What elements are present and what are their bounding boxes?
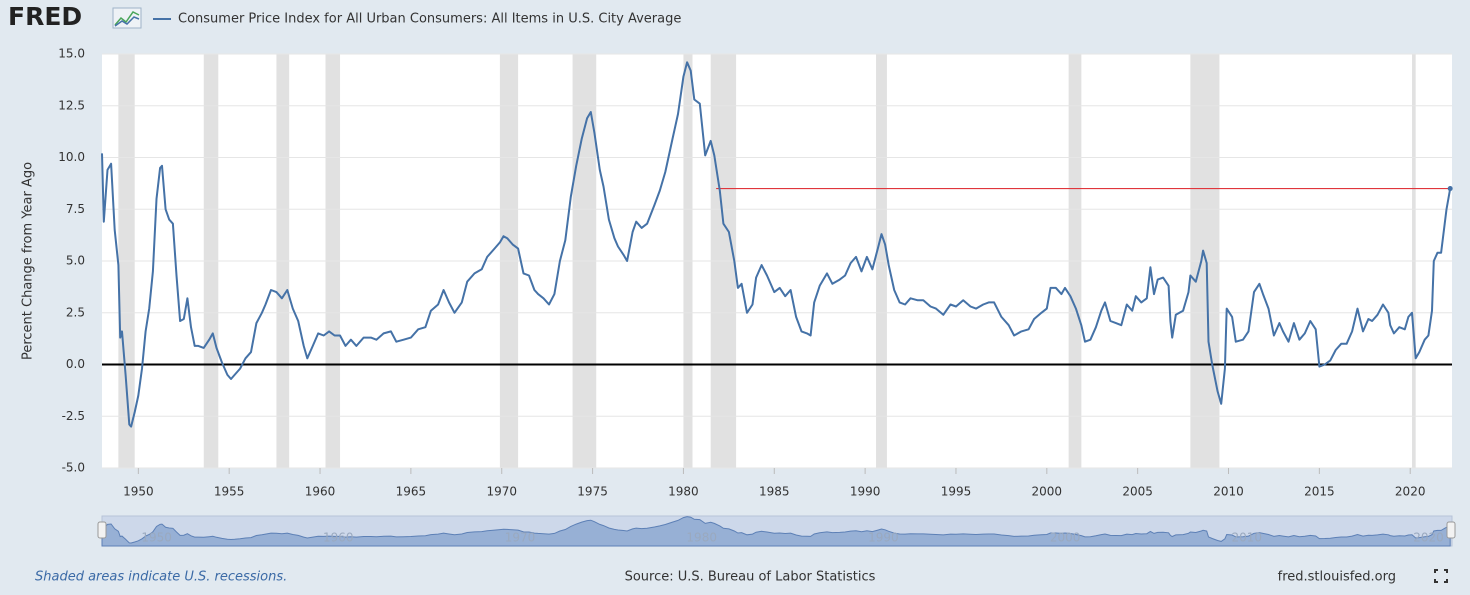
navigator-handle[interactable] (97, 521, 107, 539)
x-tick-label: 1975 (577, 485, 608, 499)
x-tick-label: 1990 (850, 485, 881, 499)
navigator-tick-label: 1950 (141, 531, 172, 545)
x-tick-label: 2010 (1213, 485, 1244, 499)
navigator-tick-label: 1980 (686, 531, 717, 545)
y-tick-label: 12.5 (58, 98, 85, 112)
last-point (1447, 186, 1453, 192)
x-tick-label: 2020 (1395, 485, 1426, 499)
y-tick-label: -2.5 (62, 409, 85, 423)
x-tick-label: 1950 (123, 485, 154, 499)
x-tick-label: 2015 (1304, 485, 1335, 499)
navigator-handle[interactable] (1446, 521, 1456, 539)
logo-icon (112, 7, 142, 29)
source: Source: U.S. Bureau of Labor Statistics (625, 570, 876, 585)
y-tick-label: 15.0 (58, 47, 85, 61)
logo: FRED (8, 2, 82, 31)
x-tick-label: 1980 (668, 485, 699, 499)
site-link[interactable]: fred.stlouisfed.org (1278, 570, 1396, 585)
x-tick-label: 1970 (486, 485, 517, 499)
navigator-tick-label: 2010 (1232, 531, 1263, 545)
y-tick-label: 5.0 (66, 254, 85, 268)
recession-note: Shaded areas indicate U.S. recessions. (35, 570, 287, 585)
navigator-tick-label: 2020 (1413, 531, 1444, 545)
navigator-area (101, 516, 1451, 547)
x-tick-label: 1965 (396, 485, 427, 499)
data-line (101, 61, 1452, 428)
navigator-tick-label: 2000 (1050, 531, 1081, 545)
y-tick-label: -5.0 (62, 461, 85, 475)
legend-label: Consumer Price Index for All Urban Consu… (178, 12, 681, 27)
navigator-tick-label: 1990 (868, 531, 899, 545)
y-tick-label: 10.0 (58, 150, 85, 164)
y-axis-label: Percent Change from Year Ago (21, 162, 36, 360)
x-tick-label: 1955 (214, 485, 245, 499)
y-tick-label: 2.5 (66, 305, 85, 319)
x-tick-label: 1960 (305, 485, 336, 499)
y-tick-label: 0.0 (66, 357, 85, 371)
navigator-tick-label: 1960 (323, 531, 354, 545)
x-tick-label: 2005 (1122, 485, 1153, 499)
x-tick-label: 1995 (941, 485, 972, 499)
x-tick-label: 1985 (759, 485, 790, 499)
x-tick-label: 2000 (1032, 485, 1063, 499)
fullscreen-button[interactable] (1434, 569, 1448, 583)
y-tick-label: 7.5 (66, 202, 85, 216)
navigator-tick-label: 1970 (505, 531, 536, 545)
